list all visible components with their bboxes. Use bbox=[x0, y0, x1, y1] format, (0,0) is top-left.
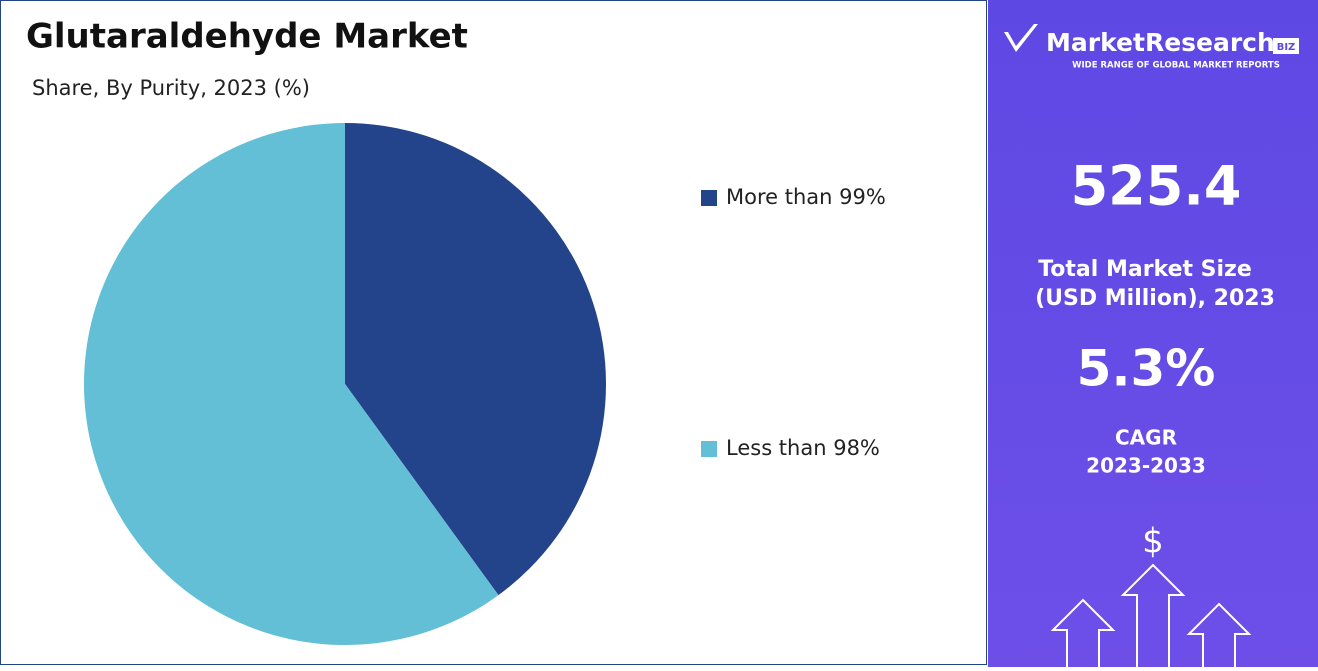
brand-tag-box bbox=[1273, 38, 1299, 54]
dollar-icon: $ bbox=[1142, 522, 1164, 562]
logo-mark bbox=[1004, 24, 1038, 52]
brand: MarketResearch bbox=[1046, 28, 1275, 57]
market-size-label: Total Market Size bbox=[1038, 257, 1252, 282]
brand-tag: BIZ bbox=[1277, 42, 1296, 53]
pie-slice bbox=[345, 123, 606, 596]
legend: More than 99% Less than 98% bbox=[701, 185, 886, 460]
tagline: WIDE RANGE OF GLOBAL MARKET REPORTS bbox=[1072, 61, 1280, 71]
cagr-label: 2023-2033 bbox=[1086, 454, 1206, 478]
cagr: 5.3% bbox=[1077, 340, 1216, 398]
cagr-label: CAGR bbox=[1115, 426, 1177, 450]
legend-swatch bbox=[701, 190, 717, 206]
arrows bbox=[1050, 563, 1252, 667]
legend-swatch bbox=[701, 441, 717, 457]
side-panel bbox=[988, 0, 1318, 667]
chart-subtitle: Share, By Purity, 2023 (%) bbox=[32, 76, 310, 100]
pie bbox=[83, 123, 606, 645]
market-size-label: (USD Million), 2023 bbox=[1035, 286, 1275, 311]
legend-label: More than 99% bbox=[726, 185, 886, 209]
market-size: 525.4 bbox=[1071, 155, 1242, 218]
chart-title: Glutaraldehyde Market bbox=[26, 17, 468, 57]
pie-slice bbox=[83, 123, 499, 645]
legend-label: Less than 98% bbox=[726, 436, 880, 460]
